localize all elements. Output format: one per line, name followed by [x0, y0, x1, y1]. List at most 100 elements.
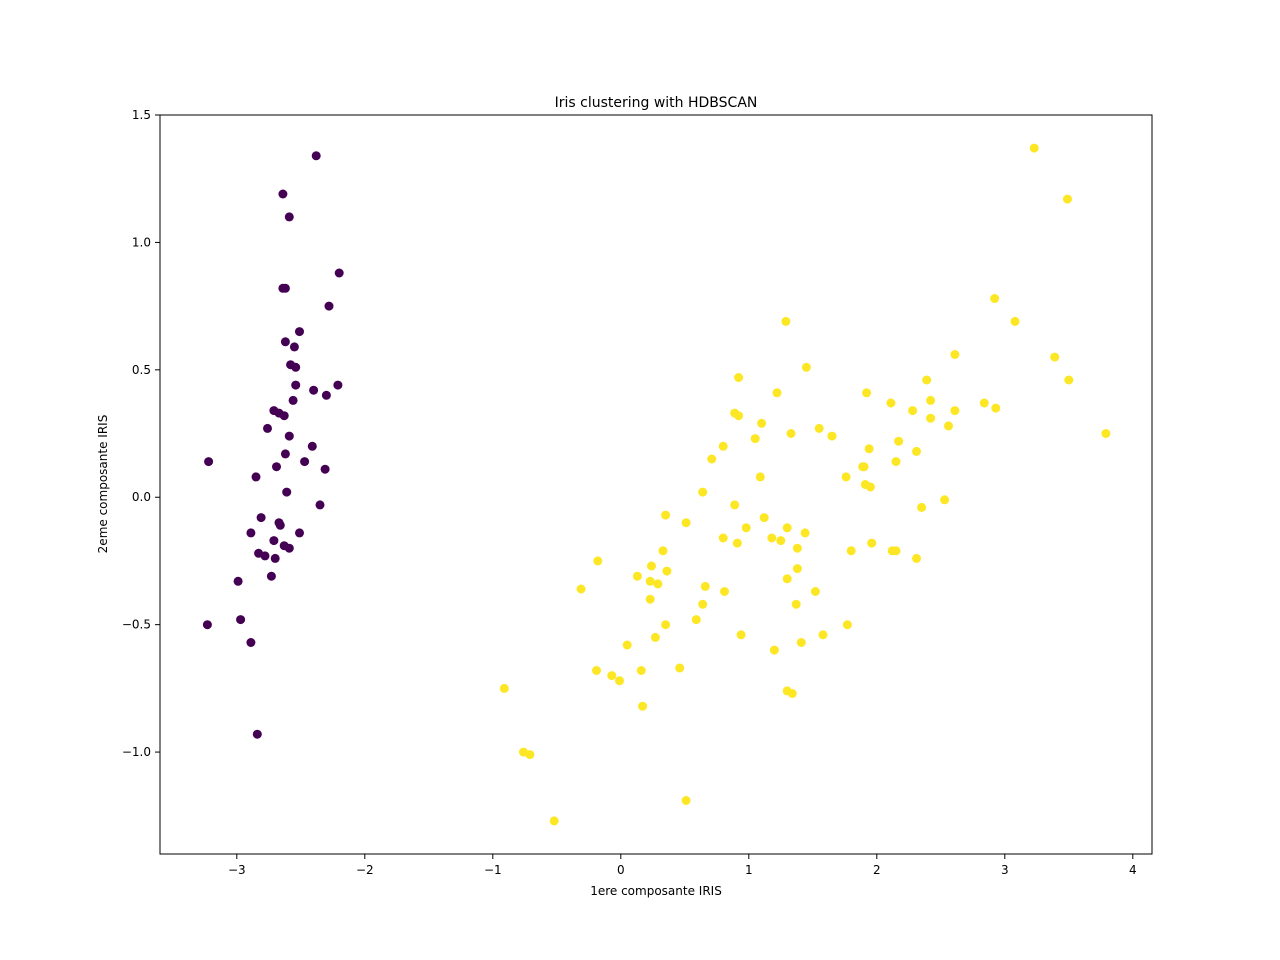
- scatter-point-c0-6: [324, 301, 334, 311]
- scatter-point-c0-27: [320, 464, 330, 474]
- scatter-point-c1-46: [759, 513, 769, 523]
- scatter-point-c0-23: [280, 449, 290, 459]
- scatter-point-c0-15: [321, 390, 331, 400]
- scatter-point-c1-68: [645, 576, 655, 586]
- x-tick-label: 2: [873, 863, 881, 877]
- scatter-point-c1-98: [549, 816, 559, 826]
- scatter-point-c1-91: [499, 683, 509, 693]
- scatter-point-c1-5: [950, 350, 960, 359]
- scatter-point-c0-44: [236, 615, 246, 625]
- scatter-point-c0-41: [270, 553, 280, 563]
- scatter-point-c0-26: [272, 462, 281, 472]
- x-axis-label: 1ere composante IRIS: [590, 884, 722, 898]
- plot-background: [160, 115, 1152, 854]
- scatter-point-c0-35: [295, 528, 304, 538]
- scatter-point-c0-11: [291, 362, 301, 372]
- scatter-point-c1-50: [800, 528, 810, 538]
- scatter-point-c0-38: [284, 543, 294, 553]
- scatter-point-c1-56: [792, 543, 802, 553]
- scatter-point-c1-93: [787, 689, 797, 698]
- scatter-point-c0-5: [280, 283, 290, 293]
- y-tick-label: −0.5: [122, 618, 151, 632]
- scatter-point-c1-97: [681, 796, 691, 805]
- scatter-point-c1-32: [912, 446, 921, 456]
- scatter-point-c1-16: [991, 403, 1001, 413]
- y-axis-label: 2eme composante IRIS: [96, 415, 110, 554]
- scatter-point-c0-34: [246, 528, 256, 538]
- scatter-point-c1-62: [593, 556, 603, 566]
- scatter-point-c1-65: [662, 566, 672, 576]
- scatter-point-c0-19: [279, 411, 289, 421]
- scatter-point-c0-2: [284, 212, 294, 222]
- scatter-point-c1-86: [675, 663, 685, 673]
- scatter-point-c1-70: [700, 581, 710, 591]
- scatter-point-c1-76: [791, 599, 801, 609]
- scatter-point-c1-75: [698, 599, 708, 609]
- scatter-point-c1-18: [908, 406, 918, 416]
- scatter-point-c0-29: [282, 487, 292, 497]
- scatter-point-c1-17: [950, 406, 960, 416]
- scatter-point-c1-79: [842, 620, 852, 630]
- scatter-point-c1-27: [827, 431, 837, 441]
- scatter-point-c1-6: [1050, 352, 1060, 362]
- scatter-point-c1-52: [767, 533, 777, 543]
- scatter-point-c1-8: [734, 373, 744, 382]
- scatter-point-c1-45: [661, 510, 671, 520]
- scatter-point-c1-13: [926, 395, 936, 405]
- scatter-point-c1-77: [691, 615, 701, 625]
- scatter-point-c0-25: [300, 457, 310, 467]
- scatter-point-c1-88: [636, 666, 646, 675]
- plot-frame: [159, 114, 1153, 855]
- scatter-point-c0-16: [288, 395, 298, 405]
- scatter-point-c0-45: [202, 620, 212, 630]
- scatter-point-c1-41: [698, 487, 708, 497]
- x-axis: −3 −2 −1 0 1 2 3 4: [228, 854, 1137, 877]
- scatter-point-c1-49: [741, 523, 751, 533]
- scatter-point-c1-9: [922, 375, 932, 385]
- y-tick-label: 0.5: [132, 363, 151, 377]
- scatter-point-c1-4: [781, 316, 791, 326]
- scatter-point-c1-43: [730, 500, 740, 510]
- scatter-point-c1-26: [786, 429, 796, 438]
- scatter-point-c1-44: [917, 502, 927, 512]
- chart-title: Iris clustering with HDBSCAN: [555, 95, 758, 111]
- scatter-point-c1-30: [718, 441, 728, 451]
- scatter-point-c0-14: [309, 385, 319, 395]
- scatter-point-c1-3: [1010, 316, 1020, 326]
- scatter-point-c1-33: [707, 454, 717, 464]
- scatter-point-c1-40: [865, 482, 875, 492]
- scatter-point-c1-67: [782, 574, 792, 584]
- scatter-point-c1-82: [818, 630, 828, 640]
- scatter-point-c1-84: [622, 640, 632, 650]
- scatter-point-c1-14: [886, 398, 896, 408]
- x-tick-label: −1: [484, 863, 502, 877]
- y-tick-label: 0.0: [132, 490, 151, 504]
- scatter-point-c0-3: [334, 268, 344, 278]
- scatter-point-c0-21: [284, 431, 294, 441]
- scatter-point-c0-9: [289, 342, 299, 352]
- y-tick-label: 1.5: [132, 108, 151, 122]
- scatter-point-c1-29: [894, 436, 904, 446]
- scatter-point-c1-10: [1064, 375, 1074, 385]
- scatter-point-c1-0: [1029, 143, 1039, 153]
- scatter-point-c0-46: [246, 638, 256, 647]
- scatter-point-c1-96: [525, 750, 535, 760]
- y-tick-label: 1.0: [132, 235, 151, 249]
- scatter-point-c1-48: [782, 523, 792, 533]
- scatter-point-c0-12: [333, 380, 343, 390]
- scatter-point-c1-94: [638, 701, 648, 711]
- scatter-point-c1-72: [720, 587, 729, 596]
- y-tick-label: −1.0: [122, 745, 151, 759]
- scatter-point-c1-28: [750, 434, 760, 444]
- scatter-point-c1-25: [1101, 429, 1111, 438]
- scatter-point-c1-59: [891, 546, 901, 556]
- scatter-point-c1-78: [661, 620, 671, 630]
- scatter-point-c1-37: [755, 472, 765, 482]
- scatter-point-c1-34: [891, 457, 901, 467]
- scatter-point-c1-15: [979, 398, 989, 408]
- scatter-point-c1-61: [912, 553, 921, 563]
- scatter-point-c1-7: [801, 362, 811, 372]
- scatter-point-c1-38: [841, 472, 851, 482]
- scatter-point-c1-11: [772, 388, 782, 398]
- scatter-point-c1-1: [1063, 194, 1072, 204]
